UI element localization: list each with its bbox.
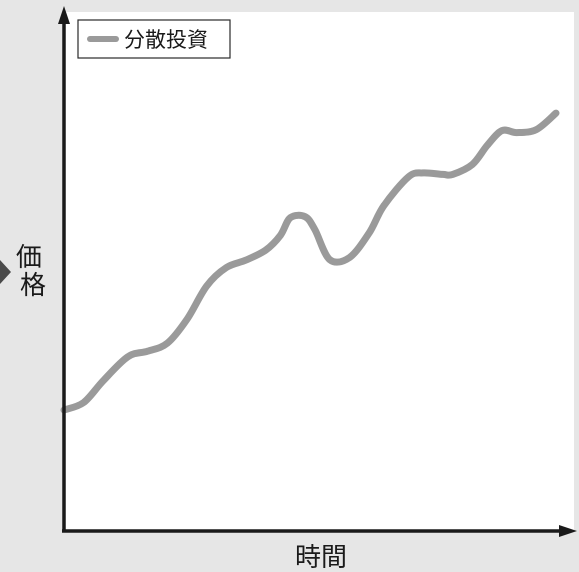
y-axis-label-char: 価 — [16, 243, 42, 273]
plot-area — [64, 12, 574, 531]
x-axis-arrowhead — [559, 525, 577, 537]
series-layer — [60, 109, 560, 414]
legend: 分散投資 — [77, 19, 231, 59]
y-axis-label-char: 格 — [20, 271, 46, 301]
x-axis-label: 時間 — [295, 543, 347, 572]
series-line-0 — [60, 109, 560, 414]
y-axis-label-pointer-icon — [0, 260, 11, 284]
legend-label: 分散投資 — [124, 28, 208, 52]
y-axis-label: 価 格 — [16, 243, 50, 301]
y-axis-arrowhead — [58, 6, 70, 24]
